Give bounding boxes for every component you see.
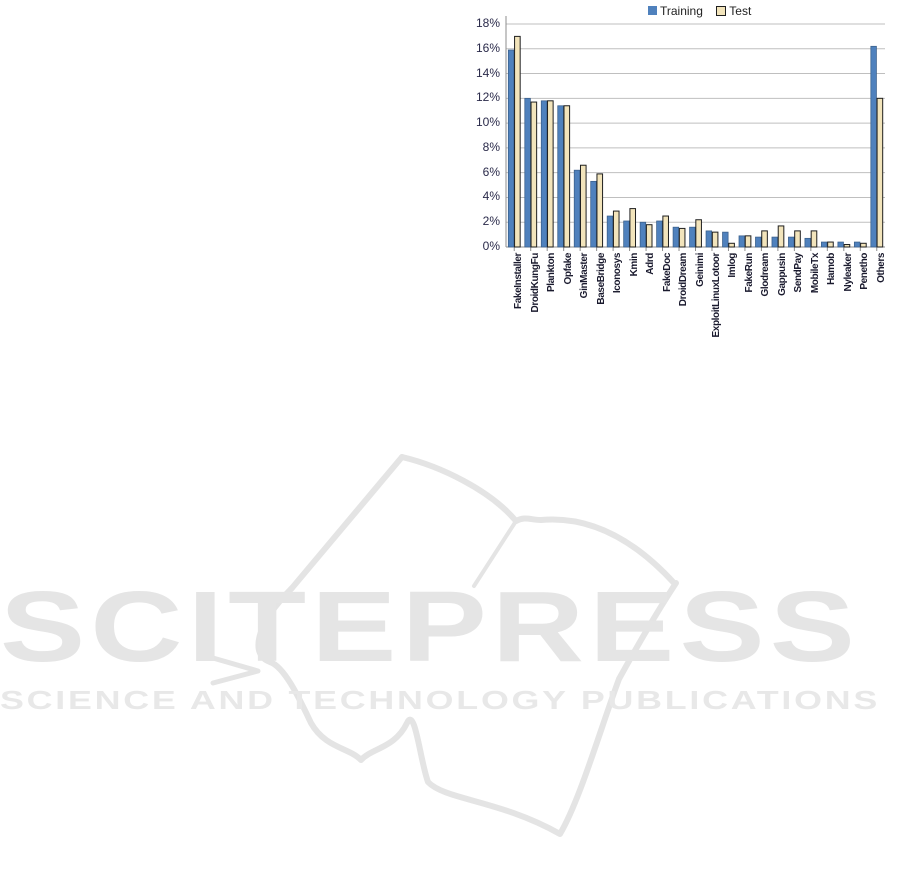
svg-text:SCITEPRESS: SCITEPRESS xyxy=(0,571,860,683)
svg-text:SCIENCE AND TECHNOLOGY PUBLICA: SCIENCE AND TECHNOLOGY PUBLICATIONS xyxy=(0,685,880,715)
